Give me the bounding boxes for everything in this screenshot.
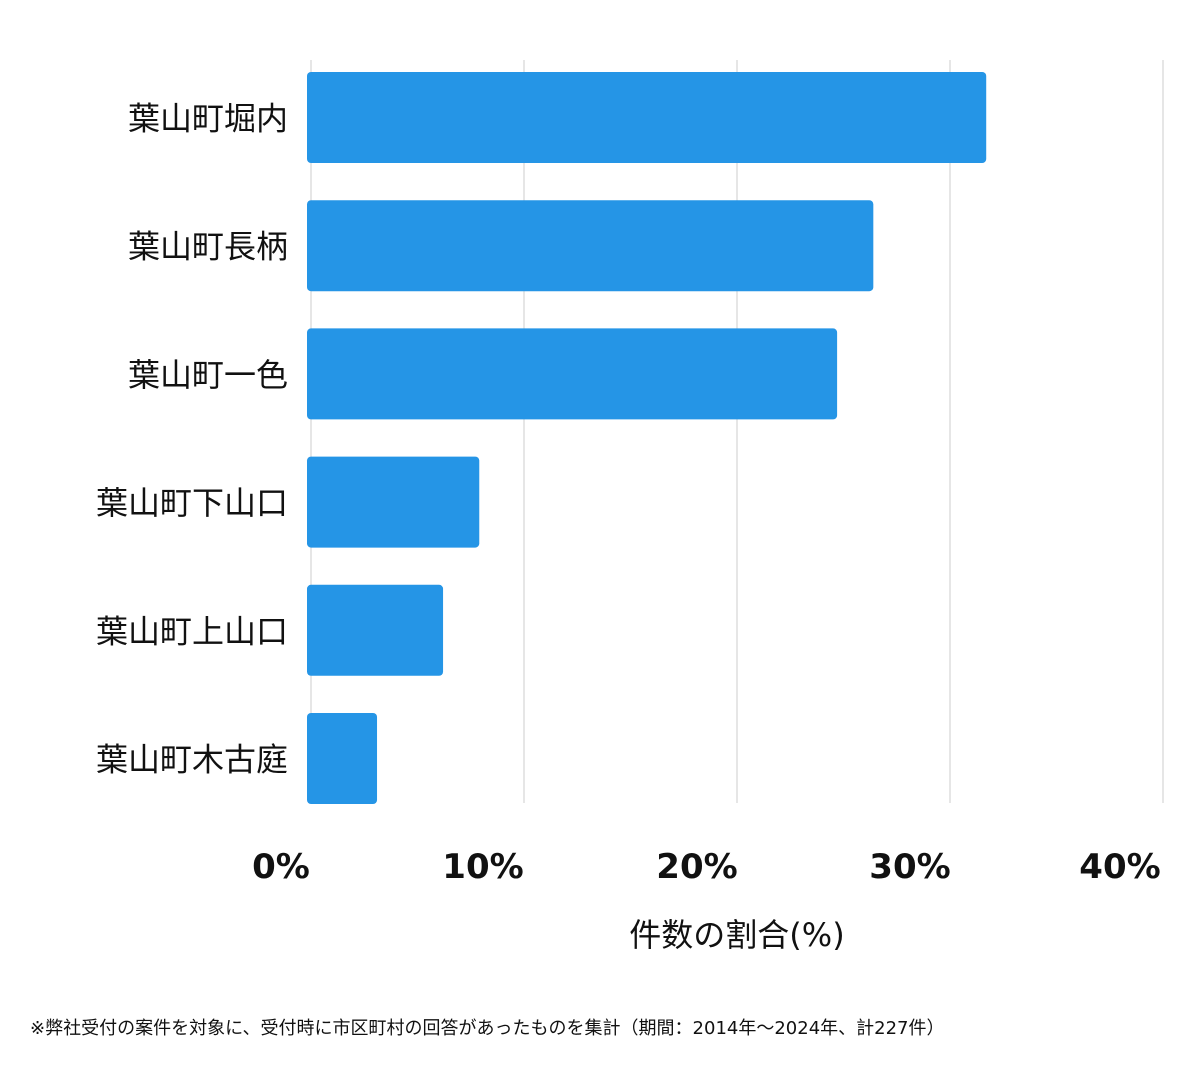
x-tick-label-3: 30% xyxy=(869,847,950,887)
category-label-0: 葉山町堀内 xyxy=(128,100,288,138)
bar-4 xyxy=(307,584,444,676)
footnote: ※弊社受付の案件を対象に、受付時に市区町村の回答があったものを集計（期間：201… xyxy=(30,1018,945,1039)
category-label-5: 葉山町木古庭 xyxy=(96,741,288,779)
bar-5 xyxy=(307,713,378,804)
bar-0 xyxy=(307,72,987,163)
x-tick-label-2: 20% xyxy=(656,847,737,887)
x-axis-title: 件数の割合(%) xyxy=(629,916,844,954)
category-label-2: 葉山町一色 xyxy=(128,356,288,394)
x-tick-labels: 0% 10% 20% 30% 40% xyxy=(252,847,1161,887)
grid-lines xyxy=(310,60,1164,803)
bar-1 xyxy=(307,200,874,292)
category-label-3: 葉山町下山口 xyxy=(96,484,288,522)
x-tick-label-0: 0% xyxy=(252,847,310,887)
bars xyxy=(307,72,987,804)
bar-3 xyxy=(307,456,480,548)
bar-2 xyxy=(307,328,838,420)
category-label-1: 葉山町長柄 xyxy=(128,228,288,266)
x-tick-label-4: 40% xyxy=(1079,847,1160,887)
category-label-4: 葉山町上山口 xyxy=(96,612,288,650)
x-tick-label-1: 10% xyxy=(442,847,523,887)
